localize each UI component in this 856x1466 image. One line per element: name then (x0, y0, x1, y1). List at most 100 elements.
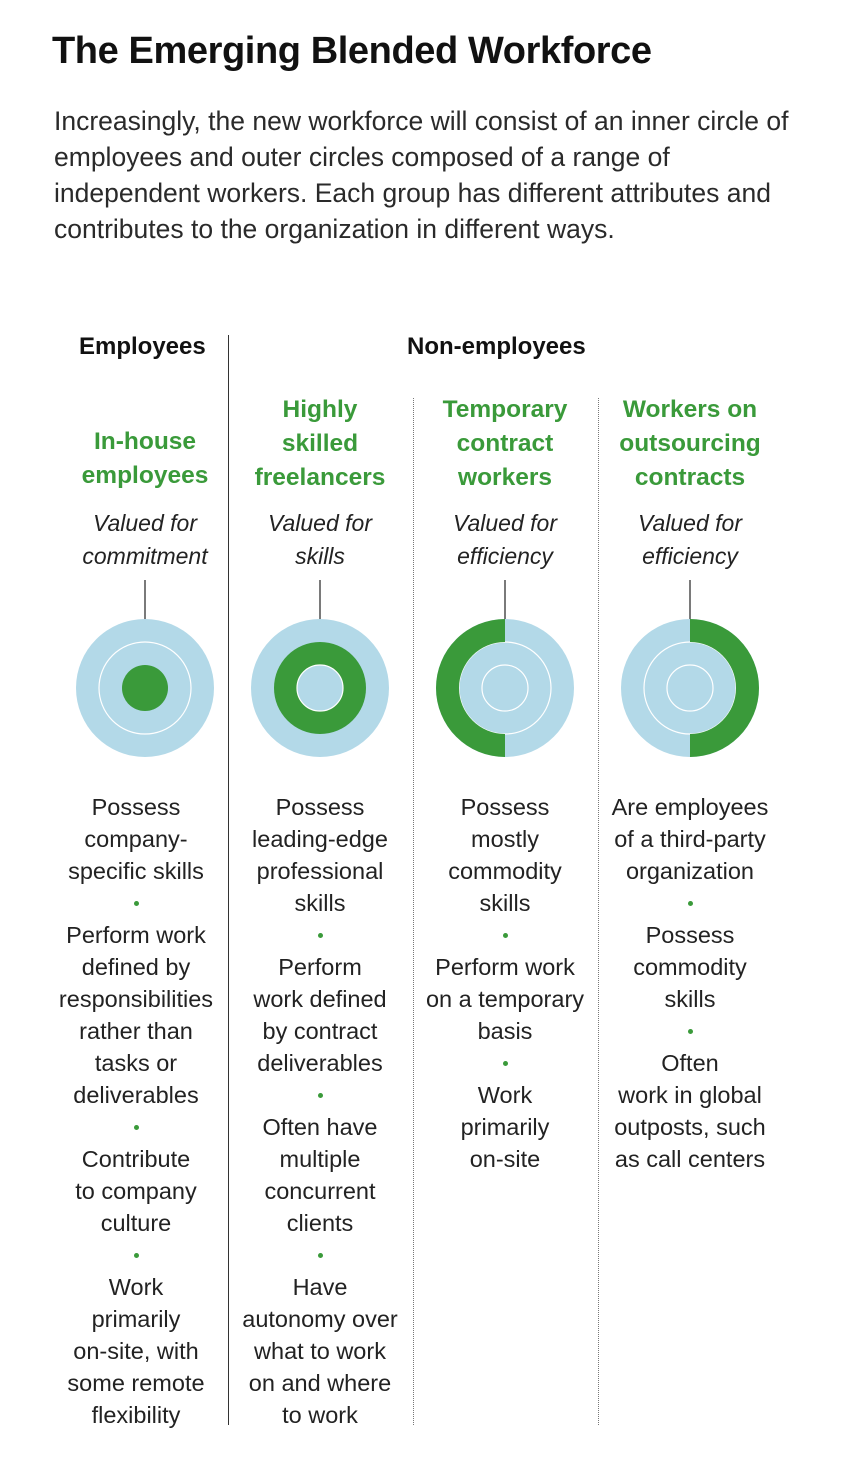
attribute-list: Are employees of a third-party organizatio… (600, 791, 780, 1175)
valued-for-label-line: Valued for (453, 510, 557, 536)
bullet-dot-icon (133, 1124, 139, 1130)
valued-for-label-line: Valued for (93, 510, 197, 536)
attribute-line: work in global (618, 1082, 762, 1108)
attribute-list: Possess leading-edge professional skills Per… (230, 791, 410, 1431)
valued-for-label: Valued for efficiency (453, 507, 557, 573)
attribute-line: what to work (254, 1338, 386, 1364)
attribute-line: Possess (91, 794, 181, 820)
attribute-list: Possess mostly commodity skills Perform work… (415, 791, 595, 1175)
attribute-item: Often have multiple concurrent clients (230, 1111, 410, 1239)
valued-for-label: Valued for efficiency (638, 507, 742, 573)
attribute-line: professional (256, 858, 384, 884)
category-title-line: Workers on (622, 396, 758, 423)
bullet-dot-icon (317, 1092, 323, 1098)
attribute-item: Have autonomy over what to work on and wher… (230, 1271, 410, 1431)
attribute-item: Often work in global outposts, such as call… (600, 1047, 780, 1175)
attribute-line: defined by (81, 954, 191, 980)
attribute-line: on and where (248, 1370, 392, 1396)
attribute-line: leading-edge (252, 826, 388, 852)
attribute-line: responsibilities (58, 986, 214, 1012)
bullet-separator (600, 1015, 780, 1047)
bullet-separator (46, 1239, 226, 1271)
attribute-line: Have (292, 1274, 348, 1300)
valued-for-label-line: commitment (82, 543, 208, 569)
attribute-item: Possess company-specific skills (46, 791, 226, 887)
valued-for-label-line: Valued for (638, 510, 742, 536)
attribute-line: to company (75, 1178, 197, 1204)
bullet-dot-icon (317, 1252, 323, 1258)
attribute-line: outposts, such (614, 1114, 766, 1140)
attribute-item: Work primarily on-site, with some remote fle… (46, 1271, 226, 1431)
category-title-line: Temporary (442, 396, 568, 423)
attribute-line: organization (625, 858, 755, 884)
category-title: Highly skilled freelancers (255, 393, 386, 495)
category-title: Workers on outsourcing contracts (619, 393, 761, 495)
valued-for-label-line: skills (295, 543, 345, 569)
page-title: The Emerging Blended Workforce (52, 30, 652, 72)
attribute-item: Possess leading-edge professional skills (230, 791, 410, 919)
category-title-line: Highly (282, 396, 358, 423)
attribute-line: Often have (262, 1114, 378, 1140)
inner-circle-highlight (122, 665, 168, 711)
attribute-line: Work (477, 1082, 533, 1108)
attribute-line: on-site, with (73, 1338, 199, 1364)
attribute-item: Possess mostly commodity skills (415, 791, 595, 919)
category-title-line: contracts (634, 464, 746, 491)
bullet-dot-icon (133, 1252, 139, 1258)
attribute-item: Perform work on a temporary basis (415, 951, 595, 1047)
attribute-line: commodity (633, 954, 747, 980)
bullet-separator (46, 1111, 226, 1143)
bullet-dot-icon (502, 1060, 508, 1066)
attribute-line: skills (479, 890, 531, 916)
attribute-line: autonomy over (242, 1306, 398, 1332)
bullet-separator (46, 887, 226, 919)
attribute-item: Are employees of a third-party organizatio… (600, 791, 780, 887)
attribute-line: concurrent (264, 1178, 376, 1204)
non-employees-group-label: Non-employees (407, 333, 586, 360)
inner-circle (296, 664, 344, 712)
bullet-separator (600, 887, 780, 919)
attribute-line: flexibility (91, 1402, 181, 1428)
middle-ring-outline (98, 641, 192, 735)
valued-for-label-line: efficiency (457, 543, 553, 569)
employees-group-label: Employees (79, 333, 206, 360)
attribute-line: Often (661, 1050, 719, 1076)
attribute-line: deliverables (73, 1082, 199, 1108)
bullet-dot-icon (133, 900, 139, 906)
bullet-separator (230, 1079, 410, 1111)
valued-for-label-line: efficiency (642, 543, 738, 569)
attribute-line: skills (664, 986, 716, 1012)
inner-circle (481, 664, 529, 712)
attribute-line: Possess (275, 794, 365, 820)
attribute-line: skills (294, 890, 346, 916)
attribute-line: deliverables (257, 1050, 383, 1076)
attribute-line: Are employees (611, 794, 769, 820)
bullet-separator (230, 1239, 410, 1271)
attribute-line: Perform work (66, 922, 206, 948)
attribute-line: on a temporary (425, 986, 585, 1012)
outer-ring-highlight (436, 619, 505, 757)
attribute-line: culture (100, 1210, 172, 1236)
column-divider (598, 398, 599, 1425)
attribute-line: as call centers (614, 1146, 766, 1172)
ring-diagram (76, 580, 214, 757)
attribute-line: Perform work (435, 954, 575, 980)
bullet-separator (415, 1047, 595, 1079)
bullet-dot-icon (687, 900, 693, 906)
attribute-line: primarily (91, 1306, 181, 1332)
attribute-item: Possess commodity skills (600, 919, 780, 1015)
attribute-line: multiple (279, 1146, 361, 1172)
bullet-dot-icon (317, 932, 323, 938)
attribute-line: specific skills (68, 858, 204, 884)
bullet-separator (230, 919, 410, 951)
attribute-list: Possess company-specific skills Perform wo… (46, 791, 226, 1431)
inner-circle (666, 664, 714, 712)
category-title-line: outsourcing (619, 430, 761, 457)
valued-for-label-line: Valued for (268, 510, 372, 536)
category-title-line: employees (81, 462, 209, 489)
attribute-line: work defined (253, 986, 387, 1012)
bullet-dot-icon (687, 1028, 693, 1034)
attribute-line: primarily (460, 1114, 550, 1140)
intro-paragraph: Increasingly, the new workforce will con… (54, 106, 789, 244)
category-title-line: In-house (93, 428, 197, 455)
